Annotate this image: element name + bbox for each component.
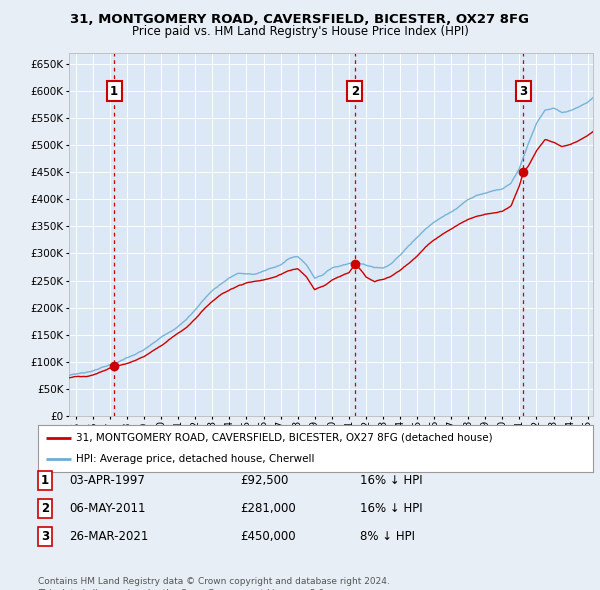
Text: 16% ↓ HPI: 16% ↓ HPI — [360, 502, 422, 515]
Text: 3: 3 — [519, 85, 527, 98]
Text: Price paid vs. HM Land Registry's House Price Index (HPI): Price paid vs. HM Land Registry's House … — [131, 25, 469, 38]
Text: 1: 1 — [110, 85, 118, 98]
Text: 06-MAY-2011: 06-MAY-2011 — [69, 502, 146, 515]
Text: 1: 1 — [41, 474, 49, 487]
Text: 3: 3 — [41, 530, 49, 543]
Text: £92,500: £92,500 — [240, 474, 289, 487]
Text: 2: 2 — [41, 502, 49, 515]
Text: £281,000: £281,000 — [240, 502, 296, 515]
Text: HPI: Average price, detached house, Cherwell: HPI: Average price, detached house, Cher… — [76, 454, 314, 464]
Text: Contains HM Land Registry data © Crown copyright and database right 2024.
This d: Contains HM Land Registry data © Crown c… — [38, 577, 389, 590]
Text: £450,000: £450,000 — [240, 530, 296, 543]
Text: 16% ↓ HPI: 16% ↓ HPI — [360, 474, 422, 487]
Text: 2: 2 — [351, 85, 359, 98]
Text: 31, MONTGOMERY ROAD, CAVERSFIELD, BICESTER, OX27 8FG (detached house): 31, MONTGOMERY ROAD, CAVERSFIELD, BICEST… — [76, 432, 492, 442]
Text: 8% ↓ HPI: 8% ↓ HPI — [360, 530, 415, 543]
Text: 26-MAR-2021: 26-MAR-2021 — [69, 530, 148, 543]
Text: 03-APR-1997: 03-APR-1997 — [69, 474, 145, 487]
Text: 31, MONTGOMERY ROAD, CAVERSFIELD, BICESTER, OX27 8FG: 31, MONTGOMERY ROAD, CAVERSFIELD, BICEST… — [71, 13, 530, 26]
